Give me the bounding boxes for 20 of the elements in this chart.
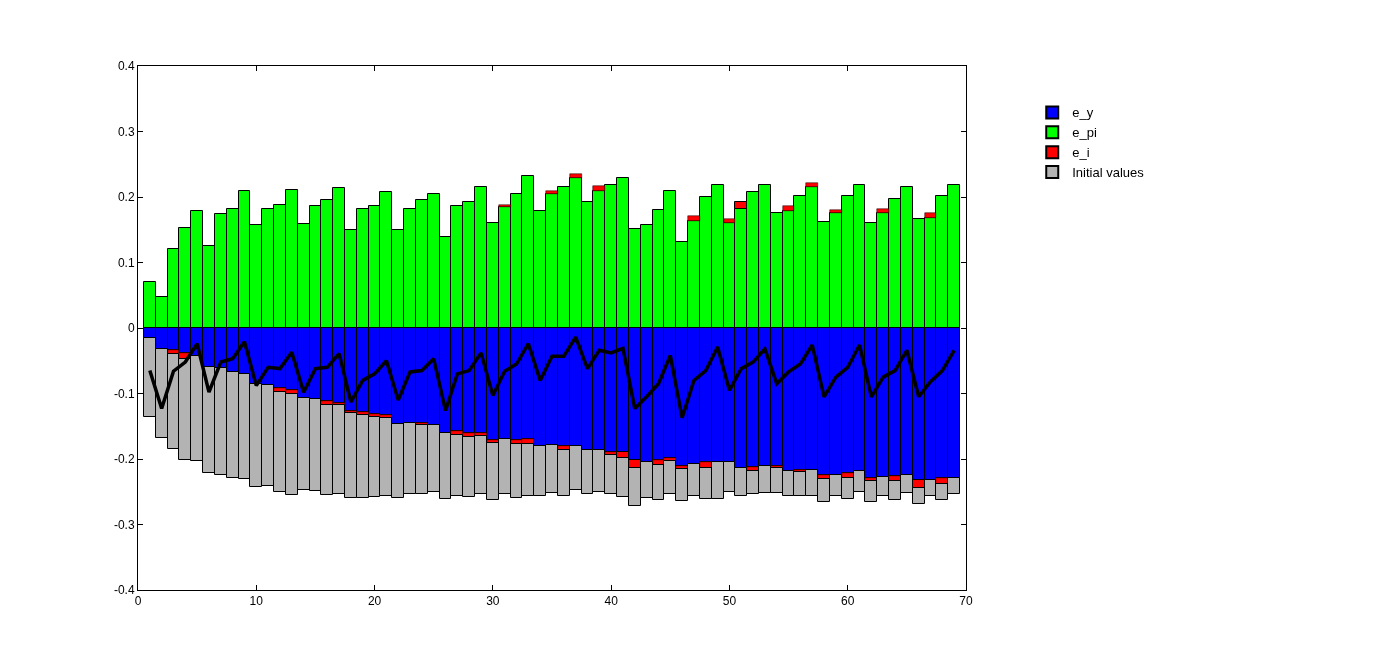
y-tick-label: -0.3 [113,517,135,532]
x-tick-label: 20 [367,594,382,609]
y-tick-label: -0.4 [113,583,135,598]
x-tick-label: 30 [486,594,500,609]
y-tick-label: -0.1 [113,386,135,401]
y-tick-label: -0.2 [113,452,135,467]
legend-label: e_y [1072,105,1094,121]
legend-label: Initial values [1072,165,1145,181]
legend-label: e_i [1072,145,1090,161]
x-tick-label: 70 [959,594,973,609]
y-tick-label: 0.1 [117,255,135,270]
x-tick-label: 40 [604,594,619,609]
x-tick-label: 50 [722,594,737,609]
y-tick-label: 0.4 [117,59,135,74]
x-tick-label: 60 [841,594,855,609]
y-tick-label: 0 [127,321,135,336]
legend-label: e_pi [1072,125,1097,141]
y-tick-label: 0.3 [117,124,135,139]
y-tick-label: 0.2 [117,190,135,205]
x-tick-label: 10 [249,594,264,609]
